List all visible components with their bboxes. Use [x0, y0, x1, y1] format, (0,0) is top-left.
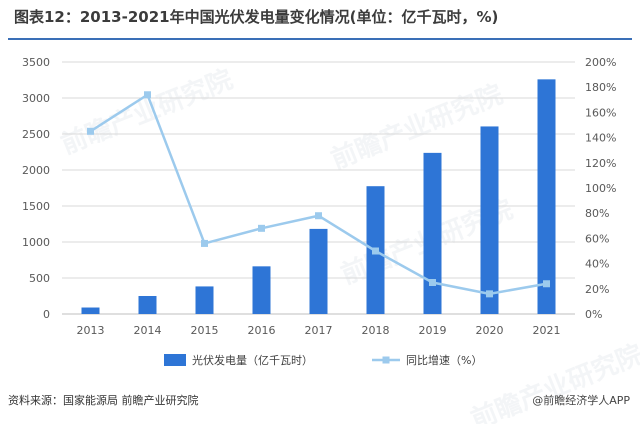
left-axis: 0 500 1000 1500 2000 2500 3000 3500 [22, 56, 50, 321]
left-tick-label: 1500 [22, 200, 50, 213]
left-tick-label: 2500 [22, 128, 50, 141]
growth-marker-2020 [486, 290, 493, 298]
left-tick-label: 1000 [22, 236, 50, 249]
legend-bar-label: 光伏发电量（亿千瓦时） [192, 353, 313, 367]
right-axis: 0% 20% 40% 60% 80% 100% 120% 140% 160% 180% 200% [585, 56, 616, 321]
line-series [87, 91, 550, 298]
bar-2019 [423, 152, 442, 314]
bar-2016 [252, 266, 271, 314]
x-tick-label: 2013 [77, 324, 105, 337]
watermark-text-1: 前瞻产业研究院 [327, 79, 507, 176]
source-note: 资料来源：国家能源局 前瞻产业研究院 [8, 394, 199, 407]
growth-marker-2018 [372, 247, 379, 255]
growth-marker-2021 [543, 280, 550, 288]
legend-line-label: 同比增速（%） [406, 353, 482, 367]
bar-2020 [480, 126, 499, 314]
bar-series [81, 79, 556, 315]
x-tick-label: 2014 [134, 324, 162, 337]
x-tick-label: 2021 [533, 324, 561, 337]
chart-title: 图表12：2013-2021年中国光伏发电量变化情况(单位：亿千瓦时，%) [14, 8, 499, 26]
right-tick-label: 0% [585, 308, 602, 321]
growth-marker-2019 [429, 279, 436, 286]
x-tick-label: 2018 [362, 324, 390, 337]
x-axis: 2013 2014 2015 2016 2017 2018 2019 2020 2021 [77, 324, 561, 337]
right-tick-label: 160% [585, 106, 616, 119]
legend: 光伏发电量（亿千瓦时） 同比增速（%） [164, 353, 482, 367]
x-tick-label: 2015 [191, 324, 219, 337]
legend-bar-swatch [164, 354, 186, 366]
x-tick-label: 2016 [248, 324, 276, 337]
right-tick-label: 40% [585, 258, 609, 271]
x-tick-label: 2020 [476, 324, 504, 337]
growth-marker-2016 [258, 224, 265, 232]
right-tick-label: 140% [585, 132, 616, 145]
bar-2014 [138, 296, 157, 314]
left-tick-label: 3500 [22, 56, 50, 69]
right-tick-label: 20% [585, 283, 609, 296]
x-tick-label: 2017 [305, 324, 333, 337]
right-tick-label: 60% [585, 232, 609, 245]
left-tick-label: 2000 [22, 164, 50, 177]
growth-marker-2014 [144, 91, 151, 99]
legend-line-marker [382, 356, 390, 364]
right-tick-label: 100% [585, 182, 616, 195]
growth-marker-2017 [315, 212, 322, 220]
bar-2017 [309, 228, 328, 314]
brand-credit: @前瞻经济学人APP [532, 394, 630, 407]
watermark-text-0: 前瞻产业研究院 [57, 64, 237, 161]
left-tick-label: 3000 [22, 92, 50, 105]
left-tick-label: 500 [29, 272, 50, 285]
right-tick-label: 180% [585, 81, 616, 94]
growth-marker-2015 [201, 239, 208, 247]
left-tick-label: 0 [43, 308, 50, 321]
right-tick-label: 200% [585, 56, 616, 69]
bar-2013 [81, 307, 100, 314]
right-tick-label: 120% [585, 157, 616, 170]
x-tick-label: 2019 [419, 324, 447, 337]
growth-marker-2013 [87, 127, 94, 135]
bar-2015 [195, 286, 214, 314]
right-tick-label: 80% [585, 207, 609, 220]
title-divider [8, 38, 632, 40]
bar-2021 [537, 79, 556, 315]
watermark-text-3: 前瞻产业研究院 [467, 339, 640, 424]
